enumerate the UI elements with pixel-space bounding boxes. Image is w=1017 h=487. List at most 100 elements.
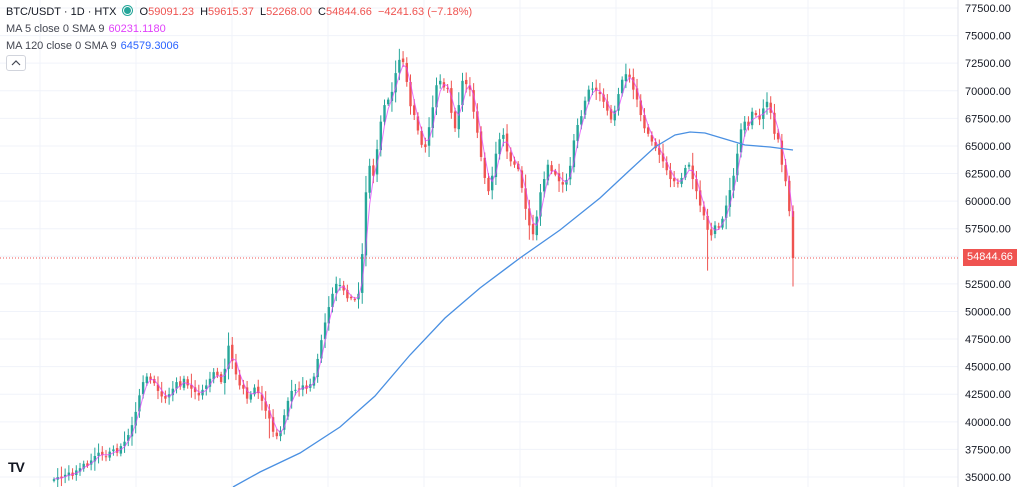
ma5-row[interactable]: MA 5 close 0 SMA 9 60231.1180 xyxy=(6,21,475,38)
candle-body xyxy=(639,100,642,116)
candle-body xyxy=(312,376,316,386)
candle-body xyxy=(531,224,535,235)
ma120-row[interactable]: MA 120 close 0 SMA 9 64579.3006 xyxy=(6,38,475,55)
candle-body xyxy=(123,441,126,447)
candle-body xyxy=(669,170,672,180)
y-tick-label: 70000.00 xyxy=(965,86,1011,98)
candle-body xyxy=(390,91,394,101)
candle-body xyxy=(658,147,661,155)
candle-body xyxy=(672,178,676,182)
candle-body xyxy=(461,80,464,106)
candle-body xyxy=(732,175,735,191)
y-tick-label: 35000.00 xyxy=(965,472,1011,484)
candle-body xyxy=(257,386,260,394)
candle-body xyxy=(149,376,152,380)
y-tick-label: 75000.00 xyxy=(965,31,1011,43)
low-value: 52268.00 xyxy=(266,6,312,18)
candle-body xyxy=(171,388,175,396)
candle-body xyxy=(491,175,494,191)
candle-body xyxy=(175,382,178,389)
candle-body xyxy=(52,479,56,481)
candle-body xyxy=(112,449,115,452)
candle-body xyxy=(513,161,516,165)
candle-body xyxy=(446,87,449,89)
candle-body xyxy=(476,111,479,133)
candle-body xyxy=(554,170,557,175)
y-tick-label: 52500.00 xyxy=(965,279,1011,291)
y-tick-label: 47500.00 xyxy=(965,334,1011,346)
candle-body xyxy=(624,74,628,82)
candle-body xyxy=(483,157,486,178)
candle-body xyxy=(156,384,160,391)
candle-body xyxy=(728,190,732,207)
candle-body xyxy=(383,105,386,122)
candle-body xyxy=(327,307,331,324)
ma5-value: 60231.1180 xyxy=(108,23,166,35)
symbol-label[interactable]: BTC/USDT · 1D · HTX xyxy=(6,6,117,18)
candle-body xyxy=(791,211,795,259)
candle-body xyxy=(398,59,401,73)
candle-body xyxy=(643,115,646,129)
candle-body xyxy=(736,153,739,176)
candle-body xyxy=(127,435,130,441)
candle-body xyxy=(427,127,431,146)
candle-body xyxy=(349,296,353,299)
candle-body xyxy=(205,385,208,389)
close-label: C xyxy=(318,6,326,18)
candle-body xyxy=(776,132,780,140)
ma5-line xyxy=(53,64,794,480)
candle-body xyxy=(542,179,546,192)
candle-body xyxy=(561,182,564,185)
chart-legend: BTC/USDT · 1D · HTX O59091.23 H59615.37 … xyxy=(6,4,475,55)
low-label: L xyxy=(259,6,267,18)
candle-body xyxy=(457,105,460,130)
candle-body xyxy=(78,468,82,472)
candle-body xyxy=(758,115,761,120)
candle-body xyxy=(431,107,434,129)
y-tick-label: 77500.00 xyxy=(965,3,1011,15)
candle-body xyxy=(134,411,137,426)
ma120-label: MA 120 close 0 SMA 9 xyxy=(6,40,117,52)
candle-body xyxy=(405,62,408,82)
candle-body xyxy=(695,179,698,192)
candle-body xyxy=(145,376,149,383)
candle-body xyxy=(550,165,553,172)
candle-body xyxy=(234,362,238,375)
candle-body xyxy=(164,396,167,399)
candle-body xyxy=(264,401,267,411)
candle-body xyxy=(487,177,490,192)
candle-body xyxy=(750,111,754,126)
candle-body xyxy=(320,340,323,359)
candle-body xyxy=(323,322,327,339)
candle-body xyxy=(193,387,197,393)
candle-body xyxy=(557,173,561,182)
candle-body xyxy=(130,425,134,437)
y-tick-label: 60000.00 xyxy=(965,196,1011,208)
candle-body xyxy=(283,415,286,430)
candle-body xyxy=(182,378,186,388)
candle-body xyxy=(290,390,293,402)
candle-body xyxy=(620,79,624,94)
candle-body xyxy=(245,387,249,399)
candle-body xyxy=(346,290,349,299)
candle-body xyxy=(401,58,405,63)
legend-collapse-button[interactable] xyxy=(6,55,26,71)
candle-body xyxy=(654,141,657,149)
candle-body xyxy=(286,400,290,417)
candle-body xyxy=(153,379,156,384)
candle-body xyxy=(583,100,587,115)
candle-body xyxy=(472,90,475,112)
candle-body xyxy=(63,474,67,477)
candle-body xyxy=(739,129,743,153)
candle-body xyxy=(754,113,758,116)
candle-body xyxy=(372,165,375,176)
candle-body xyxy=(661,153,665,162)
candle-body xyxy=(539,192,542,217)
candle-body xyxy=(468,85,472,90)
candle-body xyxy=(167,394,171,398)
candle-body xyxy=(335,283,338,293)
candle-body xyxy=(628,74,631,78)
tradingview-logo-icon[interactable]: TV xyxy=(8,459,25,475)
